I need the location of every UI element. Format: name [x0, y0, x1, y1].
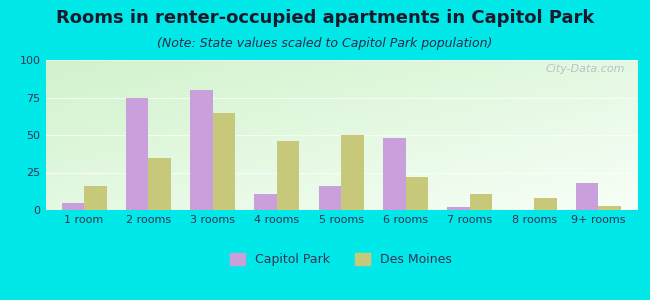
- Text: City-Data.com: City-Data.com: [545, 64, 625, 74]
- Bar: [213, 112, 235, 210]
- Text: Rooms in renter-occupied apartments in Capitol Park: Rooms in renter-occupied apartments in C…: [56, 9, 594, 27]
- Bar: [318, 186, 341, 210]
- Bar: [534, 198, 556, 210]
- Bar: [447, 207, 470, 210]
- Text: (Note: State values scaled to Capitol Park population): (Note: State values scaled to Capitol Pa…: [157, 38, 493, 50]
- Bar: [576, 183, 599, 210]
- Legend: Capitol Park, Des Moines: Capitol Park, Des Moines: [226, 248, 457, 271]
- Bar: [62, 202, 84, 210]
- Bar: [406, 177, 428, 210]
- Bar: [277, 141, 300, 210]
- Bar: [470, 194, 492, 210]
- Bar: [599, 206, 621, 210]
- Bar: [254, 194, 277, 210]
- Bar: [148, 158, 171, 210]
- Bar: [190, 90, 213, 210]
- Bar: [84, 186, 107, 210]
- Bar: [126, 98, 148, 210]
- Bar: [341, 135, 364, 210]
- Bar: [383, 138, 406, 210]
